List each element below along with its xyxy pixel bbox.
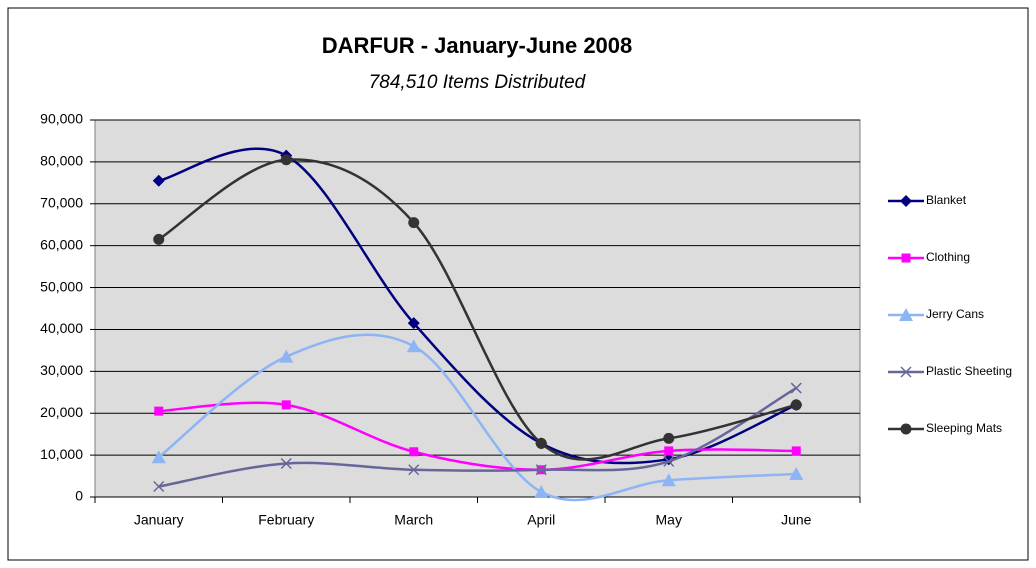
y-tick-label: 80,000 (40, 153, 83, 169)
data-point (664, 446, 674, 456)
y-tick-label: 10,000 (40, 446, 83, 462)
series-line (158, 387, 797, 488)
data-point (661, 473, 676, 487)
data-point (534, 484, 549, 498)
y-tick-label: 0 (75, 488, 83, 504)
y-tick-label: 60,000 (40, 236, 83, 252)
data-point (790, 382, 802, 394)
data-point (409, 447, 419, 457)
plot-area (94, 119, 861, 498)
legend-marker (900, 423, 912, 435)
legend-marker (900, 366, 912, 378)
x-tick-label: January (134, 512, 184, 528)
data-point (151, 450, 166, 464)
data-point (279, 349, 294, 363)
data-point (152, 174, 165, 187)
data-point (407, 317, 420, 330)
data-point (663, 432, 675, 444)
x-tick-label: June (781, 512, 812, 528)
data-point (406, 339, 421, 353)
data-point (789, 466, 804, 480)
data-point (535, 464, 547, 476)
series-line (157, 333, 797, 502)
data-point (154, 406, 164, 416)
data-point (791, 446, 801, 456)
y-tick-label: 70,000 (40, 194, 83, 210)
data-point (663, 455, 675, 467)
y-tick-label: 20,000 (40, 404, 83, 420)
legend-marker (900, 195, 912, 207)
x-tick-label: May (656, 512, 682, 528)
y-tick-label: 90,000 (40, 111, 83, 127)
x-tick-label: February (258, 512, 314, 528)
x-tick-label: March (394, 512, 433, 528)
y-tick-label: 40,000 (40, 320, 83, 336)
data-point (153, 233, 165, 245)
data-point (280, 154, 292, 166)
data-point (790, 399, 802, 411)
data-point (281, 400, 291, 410)
legend-text: Jerry Cans (926, 307, 984, 321)
chart-title: DARFUR - January-June 2008 (322, 33, 633, 58)
data-point (535, 437, 547, 449)
data-point (408, 217, 420, 229)
legend-text: Sleeping Mats (926, 421, 1002, 435)
y-tick-label: 30,000 (40, 362, 83, 378)
data-point (153, 480, 165, 493)
y-tick-label: 50,000 (40, 278, 83, 294)
legend-text: Plastic Sheeting (926, 364, 1012, 378)
x-tick-label: April (527, 512, 555, 528)
legend-text: Clothing (926, 250, 970, 264)
series-line (158, 401, 797, 472)
data-point (408, 464, 420, 476)
chart-subtitle: 784,510 Items Distributed (369, 72, 587, 93)
legend-text: Blanket (926, 193, 967, 207)
legend-marker (899, 308, 913, 321)
data-point (280, 457, 292, 470)
legend-marker (901, 253, 911, 263)
